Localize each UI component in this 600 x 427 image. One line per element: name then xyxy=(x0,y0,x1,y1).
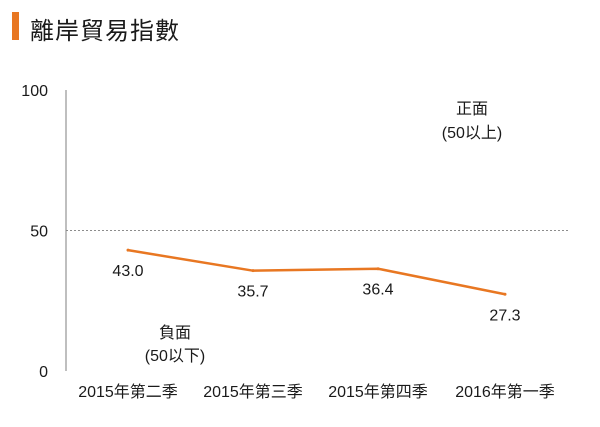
title-accent-bar xyxy=(12,12,19,40)
data-point xyxy=(251,269,255,273)
x-tick-label: 2015年第二季 xyxy=(78,383,178,401)
series-line xyxy=(127,248,506,296)
series-layer xyxy=(126,248,507,296)
data-label: 43.0 xyxy=(112,263,143,280)
x-tick-label: 2015年第三季 xyxy=(203,383,303,401)
x-tick-label: 2015年第四季 xyxy=(328,383,428,401)
axes-layer: 0 50 100 2015年第二季 2015年第三季 2015年第四季 2016年第一季 xyxy=(21,83,568,401)
annotation-negative-line2: (50以下) xyxy=(145,348,205,365)
y-tick-label: 0 xyxy=(39,364,48,381)
data-label: 36.4 xyxy=(362,282,393,299)
annotation-positive-line1: 正面 xyxy=(456,101,488,118)
chart-header: 離岸貿易指數 xyxy=(0,10,600,46)
y-tick-label: 100 xyxy=(21,83,48,100)
x-tick-label: 2016年第一季 xyxy=(455,383,555,401)
annotation-negative-line1: 負面 xyxy=(159,324,191,342)
data-label: 27.3 xyxy=(489,307,520,324)
data-point xyxy=(503,292,507,296)
annotation-positive-line2: (50以上) xyxy=(442,124,502,142)
labels-layer: 43.0 35.7 36.4 27.3 正面 (50以上) 負面 (50以下) xyxy=(112,101,520,365)
data-label: 35.7 xyxy=(237,284,268,301)
y-tick-label: 50 xyxy=(30,224,48,241)
data-point xyxy=(126,248,130,252)
page-title: 離岸貿易指數 xyxy=(30,18,180,45)
data-point xyxy=(376,267,380,271)
